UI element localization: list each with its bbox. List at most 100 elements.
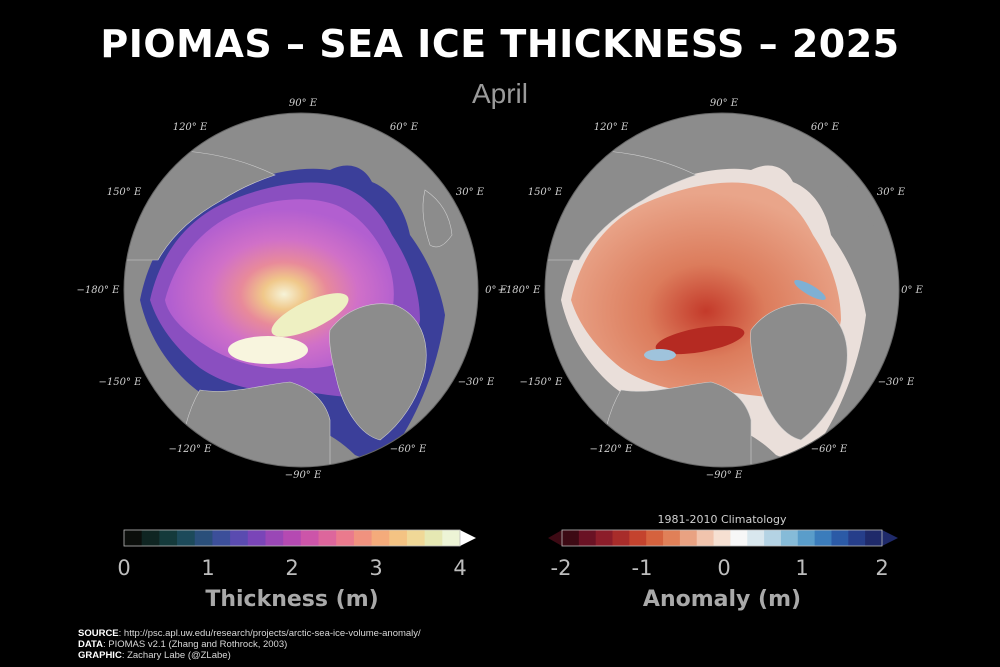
svg-text:−30° E: −30° E xyxy=(878,377,915,388)
thickness-tick: 3 xyxy=(369,556,383,580)
svg-text:120° E: 120° E xyxy=(594,122,629,133)
thickness-bright-ridge xyxy=(271,293,349,337)
credit-data: DATA: PIOMAS v2.1 (Zhang and Rothrock, 2… xyxy=(78,639,288,650)
colorbar-segment xyxy=(612,530,630,546)
colorbar-outline xyxy=(123,529,461,547)
colorbar-segment xyxy=(283,530,302,546)
colorbar-segment xyxy=(177,530,196,546)
anomaly-tick: -2 xyxy=(550,556,572,580)
colorbar-segment xyxy=(629,530,647,546)
thickness-max-patch xyxy=(228,336,308,364)
svg-text:−120° E: −120° E xyxy=(169,444,213,455)
colorbar-extend-arrow xyxy=(548,530,562,546)
svg-text:150° E: 150° E xyxy=(528,187,563,198)
colorbar-segment xyxy=(646,530,664,546)
land-greenland-r xyxy=(750,303,848,441)
anomaly-colorbar xyxy=(548,529,898,547)
anomaly-map xyxy=(544,112,900,468)
colorbar-segment xyxy=(230,530,249,546)
svg-text:−90° E: −90° E xyxy=(285,470,322,480)
colorbar-extend-arrow xyxy=(882,530,898,546)
colorbar-segment xyxy=(814,530,832,546)
anomaly-positive-barents xyxy=(794,280,826,300)
svg-text:30° E: 30° E xyxy=(456,187,485,198)
svg-text:−60° E: −60° E xyxy=(811,444,848,455)
colorbar-segment xyxy=(442,530,461,546)
colorbar-segment xyxy=(371,530,390,546)
right-map-longitude-labels: 90° E 120° E 60° E 150° E 30° E −180° E … xyxy=(498,98,924,480)
anomaly-tick: 1 xyxy=(795,556,809,580)
colorbar-segment xyxy=(194,530,213,546)
colorbar-segment xyxy=(780,530,799,546)
land-canada-r xyxy=(600,381,752,467)
colorbar-segment xyxy=(424,530,443,546)
svg-text:0° E: 0° E xyxy=(485,285,508,296)
anomaly-tick: -1 xyxy=(631,556,653,580)
thickness-map xyxy=(123,112,479,468)
svg-text:0° E: 0° E xyxy=(901,285,924,296)
colorbar-segment xyxy=(797,530,816,546)
svg-text:60° E: 60° E xyxy=(811,122,840,133)
colorbar-segment xyxy=(141,530,160,546)
colorbar-segment xyxy=(318,530,337,546)
colorbar-outline xyxy=(561,529,883,547)
colorbar-segment xyxy=(730,530,748,546)
polar-maps: 90° E 120° E 60° E 150° E 30° E −180° E … xyxy=(77,98,924,480)
colorbar-segment xyxy=(578,530,597,546)
svg-text:60° E: 60° E xyxy=(390,122,419,133)
svg-text:30° E: 30° E xyxy=(877,187,906,198)
thickness-tick: 0 xyxy=(117,556,131,580)
svg-text:−150° E: −150° E xyxy=(520,377,564,388)
colorbar-segment xyxy=(212,530,231,546)
land-canada xyxy=(179,381,331,467)
svg-text:−90° E: −90° E xyxy=(706,470,743,480)
credit-graphic: GRAPHIC: Zachary Labe (@ZLabe) xyxy=(78,650,231,661)
svg-text:120° E: 120° E xyxy=(173,122,208,133)
colorbar-segment xyxy=(679,530,698,546)
colorbar-segment xyxy=(865,530,883,546)
land-scandinavia xyxy=(422,189,453,248)
colorbar-segment xyxy=(389,530,408,546)
svg-text:90° E: 90° E xyxy=(289,98,318,109)
land-greenland xyxy=(329,303,427,441)
colorbar-segment xyxy=(764,530,782,546)
credits-block: SOURCE: http://psc.apl.uw.edu/research/p… xyxy=(78,628,421,661)
colorbar-segment xyxy=(747,530,765,546)
svg-text:150° E: 150° E xyxy=(107,187,142,198)
svg-text:−120° E: −120° E xyxy=(590,444,634,455)
left-map-longitude-labels: 90° E 120° E 60° E 150° E 30° E −180° E … xyxy=(77,98,508,480)
colorbar-segment xyxy=(831,530,849,546)
thickness-tick: 1 xyxy=(201,556,215,580)
colorbar-segment xyxy=(713,530,731,546)
colorbar-segment xyxy=(562,530,580,546)
colorbar-segment xyxy=(848,530,866,546)
thickness-tick: 4 xyxy=(453,556,467,580)
thickness-colorbar xyxy=(123,529,476,547)
credit-source: SOURCE: http://psc.apl.uw.edu/research/p… xyxy=(78,628,421,639)
colorbar-segment xyxy=(265,530,284,546)
svg-text:−180° E: −180° E xyxy=(77,285,121,296)
thickness-tick: 2 xyxy=(285,556,299,580)
colorbar-segment xyxy=(696,530,715,546)
colorbar-segment xyxy=(663,530,681,546)
colorbar-extend-arrow xyxy=(460,530,476,546)
svg-text:−150° E: −150° E xyxy=(99,377,143,388)
colorbar-segment xyxy=(247,530,266,546)
thickness-colorbar-label: Thickness (m) xyxy=(205,587,379,612)
colorbar-segment xyxy=(159,530,178,546)
anomaly-colorbar-label: Anomaly (m) xyxy=(642,587,802,612)
colorbar-segment xyxy=(595,530,614,546)
climatology-caption: 1981-2010 Climatology xyxy=(657,513,787,526)
colorbar-segment xyxy=(300,530,320,546)
svg-text:−60° E: −60° E xyxy=(390,444,427,455)
svg-text:−30° E: −30° E xyxy=(458,377,495,388)
colorbar-segment xyxy=(124,530,143,546)
svg-text:−180° E: −180° E xyxy=(498,285,542,296)
month-subtitle: April xyxy=(471,78,528,109)
anomaly-strong-loss xyxy=(655,325,745,355)
colorbar-segment xyxy=(336,530,355,546)
anomaly-tick: 2 xyxy=(875,556,889,580)
figure-title: PIOMAS – SEA ICE THICKNESS – 2025 xyxy=(100,22,900,66)
anomaly-tick: 0 xyxy=(717,556,731,580)
svg-text:90° E: 90° E xyxy=(710,98,739,109)
